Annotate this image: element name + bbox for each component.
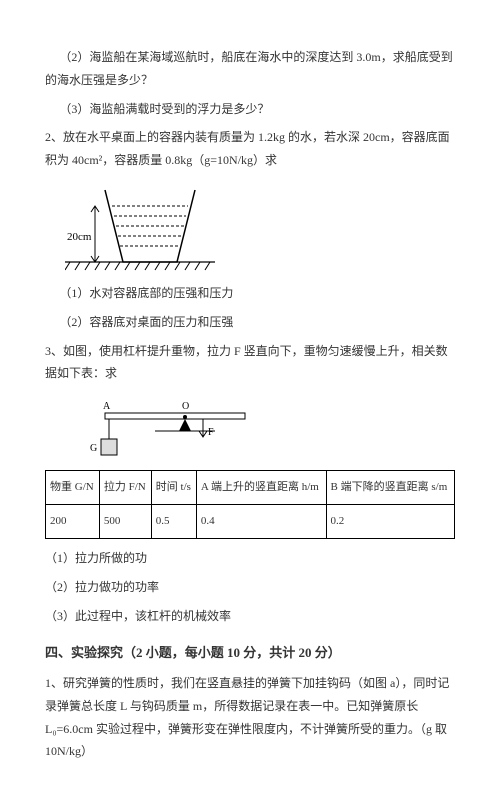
q2-figure: 20cm <box>65 182 455 272</box>
q2-sub1: （1）水对容器底部的压强和压力 <box>45 282 455 305</box>
q3-td-4: 0.2 <box>326 505 454 539</box>
q3-figure: O A G F <box>85 395 455 460</box>
q3-td-0: 200 <box>46 505 100 539</box>
q3-th-4: B 端下降的竖直距离 s/m <box>326 471 454 505</box>
q3-td-2: 0.5 <box>151 505 196 539</box>
q3-sub2: （2）拉力做功的功率 <box>45 576 455 599</box>
q3-label-f: F <box>208 427 214 438</box>
q3-th-1: 拉力 F/N <box>99 471 151 505</box>
q3-td-1: 500 <box>99 505 151 539</box>
q3-label-g: G <box>90 443 97 454</box>
q3-label-o: O <box>182 401 189 412</box>
q3-sub3: （3）此过程中，该杠杆的机械效率 <box>45 605 455 628</box>
sec4-q1: 1、研究弹簧的性质时，我们在竖直悬挂的弹簧下加挂钩码（如图 a），同时记录弹簧总… <box>45 672 455 763</box>
q3-label-a: A <box>103 401 111 412</box>
q3-td-3: 0.4 <box>196 505 326 539</box>
q3-stem: 3、如图，使用杠杆提升重物，拉力 F 竖直向下，重物匀速缓慢上升，相关数据如下表… <box>45 340 455 386</box>
q1-sub3: （3）海监船满载时受到的浮力是多少？ <box>45 98 455 121</box>
q3-sub1: （1）拉力所做的功 <box>45 547 455 570</box>
q2-stem: 2、放在水平桌面上的容器内装有质量为 1.2kg 的水，若水深 20cm，容器底… <box>45 126 455 172</box>
q2-sub2: （2）容器底对桌面的压力和压强 <box>45 311 455 334</box>
q1-sub2: （2）海监船在某海域巡航时，船底在海水中的深度达到 3.0m，求船底受到的海水压… <box>45 46 455 92</box>
sec4-title: 四、实验探究（2 小题，每小题 10 分，共计 20 分） <box>45 641 455 666</box>
q3-th-3: A 端上升的竖直距离 h/m <box>196 471 326 505</box>
q2-fig-label: 20cm <box>67 231 92 243</box>
q3-th-0: 物重 G/N <box>46 471 100 505</box>
q3-th-2: 时间 t/s <box>151 471 196 505</box>
q3-table: 物重 G/N 拉力 F/N 时间 t/s A 端上升的竖直距离 h/m B 端下… <box>45 470 455 539</box>
